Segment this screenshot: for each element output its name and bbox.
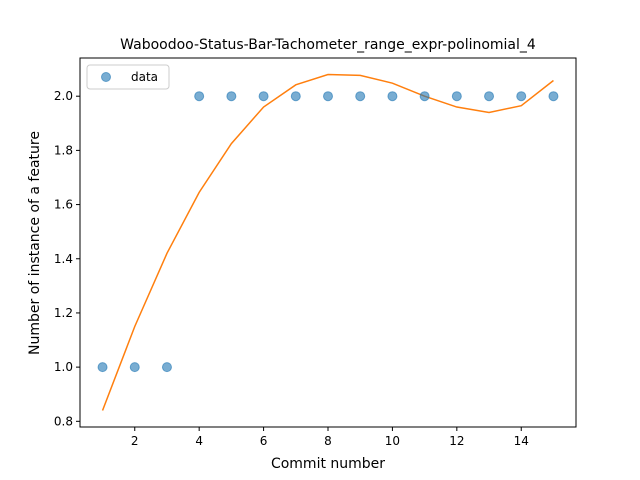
- data-point: [194, 91, 205, 102]
- fit-line-layer: [101, 73, 554, 411]
- x-axis-ticks: 2 4 6 8 10 12 14: [131, 427, 529, 448]
- y-axis-label: Number of instance of a feature: [27, 131, 43, 355]
- plot-frame: [79, 57, 577, 428]
- data-point: [226, 91, 237, 102]
- chart-title: Waboodoo-Status-Bar-Tachometer_range_exp…: [120, 37, 536, 53]
- data-point: [355, 91, 366, 102]
- data-point: [97, 362, 108, 373]
- y-tick-label: 2.0: [54, 89, 73, 103]
- x-tick-label: 14: [514, 434, 529, 448]
- legend-box: [86, 64, 170, 90]
- y-tick-label: 0.8: [54, 414, 73, 428]
- data-point: [387, 91, 398, 102]
- legend-label-data: data: [131, 70, 158, 84]
- data-point: [419, 91, 430, 102]
- data-points-layer: [97, 91, 559, 373]
- data-point: [129, 362, 140, 373]
- x-axis-label: Commit number: [271, 456, 385, 472]
- y-tick-label: 1.4: [54, 252, 73, 266]
- x-tick-label: 6: [260, 434, 268, 448]
- x-tick-label: 4: [195, 434, 203, 448]
- data-point: [258, 91, 269, 102]
- legend-marker: [101, 72, 111, 82]
- fit-line: [101, 73, 554, 411]
- y-tick-label: 1.6: [54, 198, 73, 212]
- data-point: [548, 91, 559, 102]
- y-tick-label: 1.2: [54, 306, 73, 320]
- data-point: [451, 91, 462, 102]
- legend: data: [86, 64, 170, 90]
- x-tick-label: 12: [449, 434, 464, 448]
- data-point: [290, 91, 301, 102]
- data-point: [484, 91, 495, 102]
- y-tick-label: 1.0: [54, 360, 73, 374]
- data-point: [323, 91, 333, 102]
- x-tick-label: 8: [324, 434, 332, 448]
- x-tick-label: 2: [131, 434, 139, 448]
- data-point: [516, 91, 527, 102]
- y-axis-ticks: 0.8 1.0 1.2 1.4 1.6 1.8 2.0: [54, 89, 80, 428]
- x-tick-label: 10: [385, 434, 400, 448]
- data-point: [161, 362, 172, 373]
- y-tick-label: 1.8: [54, 143, 73, 157]
